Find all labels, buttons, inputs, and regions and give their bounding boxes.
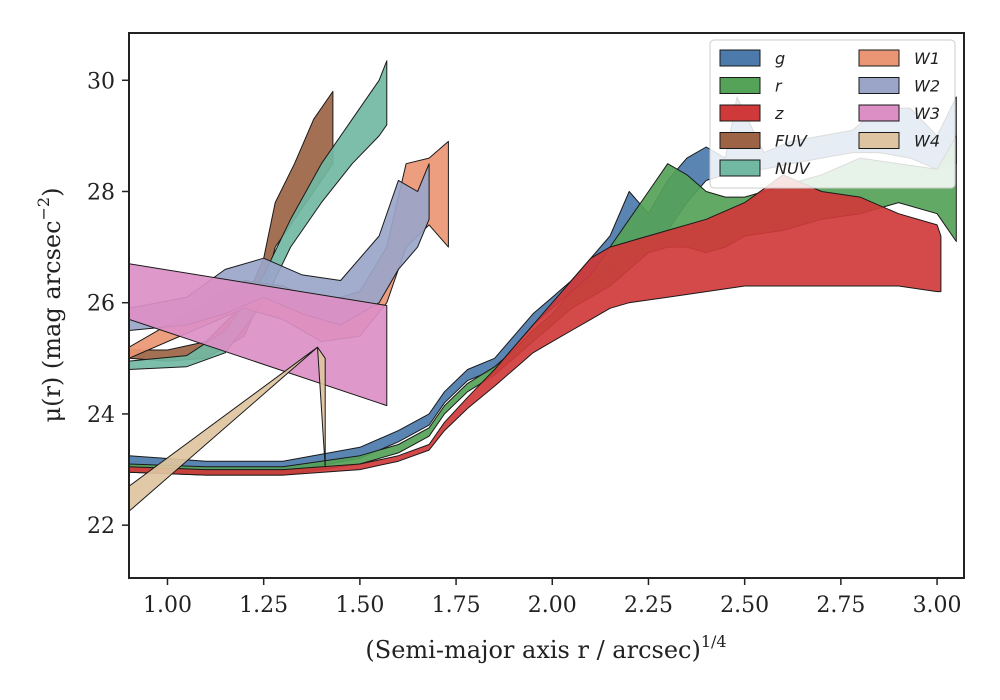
legend-label-g: g [775,49,785,68]
x-tick-label: 2.25 [624,593,673,618]
x-tick-label: 1.50 [335,593,384,618]
series-band-w4 [129,346,326,512]
x-axis-label-text: (Semi-major axis r / arcsec) [365,636,700,664]
series-band-z [129,174,942,476]
legend-items: grz FUV NUV W1 W2 W3 W4 [719,49,940,178]
y-tick-label: 30 [87,69,115,94]
x-axis: 1.00 1.25 1.50 1.75 2.00 2.25 2.50 2.75 3.00 [143,578,962,618]
legend-label-nuv: NUV [775,159,811,178]
y-axis-label: μ(r) (mag arcsec−2) [34,188,66,423]
legend-swatch-nuv [719,159,761,177]
legend-label-z: z [774,104,784,123]
y-tick-label: 26 [87,292,115,317]
y-axis: 22 24 26 28 30 [87,69,129,539]
legend-label-fuv: FUV [775,132,808,151]
x-tick-label: 2.75 [816,593,865,618]
x-axis-label-exponent: 1/4 [701,632,727,651]
legend-swatch-r [719,77,761,94]
y-tick-label: 22 [87,514,115,539]
y-axis-label-exponent: −2 [34,197,53,221]
legend-swatch-g [719,49,761,67]
legend-label-r: r [775,77,783,96]
x-tick-label: 3.00 [913,593,962,618]
x-axis-label: (Semi-major axis r / arcsec)1/4 [365,632,726,664]
x-tick-label: 2.50 [720,593,769,618]
legend-swatch-w4 [858,132,900,149]
x-tick-label: 1.00 [143,593,192,618]
plot-frame [128,32,965,579]
y-axis-label-text: μ(r) (mag arcsec [38,220,66,422]
y-axis-label-close: ) [38,188,66,197]
legend-label-w2: W2 [914,77,940,96]
x-tick-label: 1.25 [239,593,288,618]
legend-swatch-w3 [858,104,900,122]
x-tick-label: 1.75 [432,593,481,618]
legend: grz FUV NUV W1 W2 W3 W4 [709,39,956,189]
legend-swatch-w2 [858,77,900,94]
y-tick-label: 24 [87,403,115,428]
legend-swatch-z [719,104,761,122]
y-tick-label: 28 [87,180,115,205]
x-tick-label: 2.00 [528,593,577,618]
legend-label-w3: W3 [914,104,940,123]
legend-label-w1: W1 [914,49,940,68]
legend-swatch-w1 [858,49,900,67]
legend-swatch-fuv [719,132,761,149]
legend-label-w4: W4 [914,132,940,151]
